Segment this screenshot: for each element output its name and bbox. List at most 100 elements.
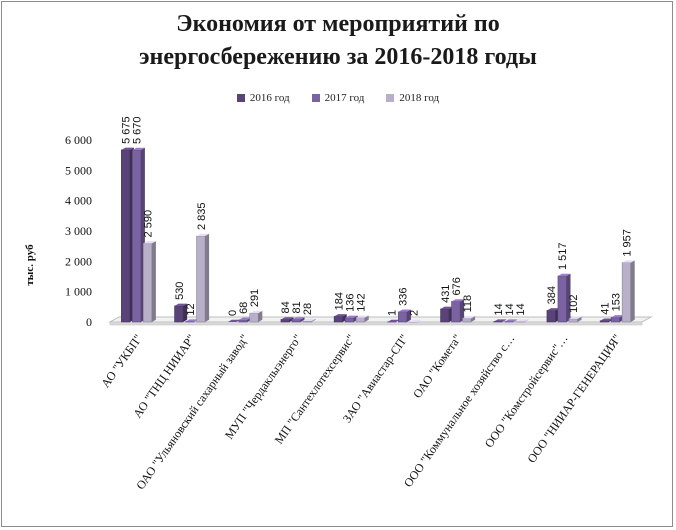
bar-top (387, 319, 400, 322)
legend-item-2016: 2016 год (236, 92, 290, 104)
data-label: 41 (599, 303, 611, 315)
bar-side (502, 319, 507, 322)
bar-top (493, 319, 507, 322)
x-tick-label: ООО "НИИАР-ГЕНЕРАЦИЯ" (524, 332, 624, 466)
bar-top (174, 303, 188, 306)
bar-top (185, 319, 199, 322)
chart-floor-edge (109, 321, 643, 326)
bar (568, 318, 578, 323)
bar-top (504, 319, 518, 322)
bar-top (409, 319, 422, 322)
bar-top (334, 314, 347, 317)
bar (462, 318, 472, 323)
bar-side (151, 241, 156, 322)
data-label: 431 (440, 285, 452, 303)
y-tick-label: 0 (86, 315, 92, 329)
bar-top (398, 309, 411, 312)
legend-item-2017: 2017 год (311, 92, 365, 104)
legend-label-2018: 2018 год (399, 92, 440, 104)
bar-side (406, 309, 411, 322)
legend-label-2017: 2017 год (324, 92, 365, 104)
data-label: 102 (568, 295, 580, 313)
bar-side (258, 310, 263, 322)
bar-side (311, 318, 316, 322)
data-label: 5 675 (121, 116, 133, 144)
bar-top (356, 315, 369, 318)
bar-top (143, 241, 156, 244)
chart-legend: 2016 год 2017 год 2018 год (0, 92, 676, 104)
bar (610, 317, 620, 323)
bar-top (546, 308, 560, 311)
bar (398, 311, 408, 323)
bar (546, 310, 556, 323)
data-label: 2 590 (143, 210, 155, 238)
bar (291, 319, 301, 323)
bar-top (302, 318, 316, 322)
bar (132, 149, 142, 323)
bar-top (249, 310, 263, 314)
legend-label-2016: 2016 год (249, 92, 290, 104)
bar-top (462, 316, 476, 319)
bar-side (630, 260, 635, 322)
bar (599, 320, 609, 323)
bar-top (515, 319, 529, 322)
bar-top (600, 318, 613, 321)
bar-top (557, 273, 571, 276)
bar-top (440, 306, 454, 309)
x-tick-label: АО "УКБП" (98, 332, 145, 391)
bar (451, 301, 461, 323)
bar-top (622, 260, 635, 263)
legend-item-2018: 2018 год (386, 92, 439, 104)
bar-top (121, 147, 134, 150)
data-label: 28 (302, 303, 314, 315)
data-label: 1 (387, 310, 399, 316)
y-tick-label: 2 000 (65, 254, 92, 268)
bar (280, 319, 290, 323)
data-label: 5 670 (132, 116, 144, 144)
bar-top (568, 316, 582, 319)
bar (355, 317, 365, 323)
bar (174, 305, 184, 323)
bar-side (417, 319, 422, 322)
bar (238, 319, 248, 323)
data-label: 14 (504, 303, 516, 315)
bar (440, 308, 450, 323)
data-label: 142 (355, 293, 367, 311)
bar-side (353, 315, 358, 322)
bar (249, 312, 259, 323)
bar (121, 149, 131, 323)
bar-top (196, 233, 210, 237)
bar (621, 262, 631, 323)
bar-top (238, 317, 252, 320)
bar-top (227, 319, 241, 322)
bar-top (291, 317, 305, 320)
y-tick-label: 6 000 (65, 133, 92, 147)
bar (333, 316, 343, 323)
x-tick-label: ОАО "Ульяновский сахарный завод" (133, 332, 251, 492)
data-label: 0 (227, 310, 239, 316)
legend-swatch-2018 (386, 94, 395, 102)
data-label: 1 957 (621, 229, 633, 257)
bar-side (364, 315, 369, 322)
bar (143, 243, 153, 323)
legend-swatch-2016 (236, 94, 245, 102)
x-tick-label: ОАО "Комета" (410, 332, 464, 401)
y-tick-label: 4 000 (65, 194, 92, 208)
data-label: 2 835 (196, 202, 208, 230)
bar-side (566, 273, 571, 322)
bar-side (460, 299, 465, 322)
data-label: 136 (344, 294, 356, 312)
bar-side (524, 319, 529, 322)
y-tick-label: 1 000 (65, 285, 92, 299)
bar-side (300, 317, 305, 322)
bar (196, 235, 206, 323)
data-label: 153 (610, 293, 622, 311)
bar-side (577, 316, 582, 322)
y-tick-label: 3 000 (65, 224, 92, 238)
data-label: 14 (515, 303, 527, 315)
bar-top (280, 317, 294, 320)
data-label: 530 (174, 282, 186, 300)
data-label: 14 (493, 303, 505, 315)
bar (557, 275, 567, 323)
